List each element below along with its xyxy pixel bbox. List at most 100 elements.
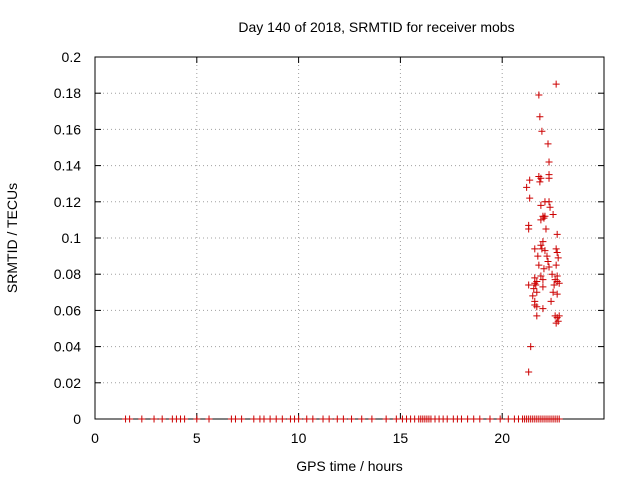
y-tick-label: 0.02 xyxy=(54,375,81,391)
data-point xyxy=(548,270,556,278)
data-point xyxy=(552,245,560,253)
data-point xyxy=(358,415,366,423)
y-tick-label: 0.12 xyxy=(54,194,81,210)
y-tick-label: 0.16 xyxy=(54,121,81,137)
y-axis-label: SRMTID / TECUs xyxy=(4,183,20,293)
data-point xyxy=(486,415,494,423)
data-point xyxy=(553,248,561,256)
data-point xyxy=(539,276,547,284)
data-point xyxy=(250,415,258,423)
data-point xyxy=(537,241,545,249)
data-point xyxy=(533,312,541,320)
data-point xyxy=(531,245,539,253)
data-point xyxy=(532,281,540,289)
data-point xyxy=(545,158,553,166)
data-point xyxy=(526,176,534,184)
data-point xyxy=(530,285,538,293)
data-point xyxy=(339,415,347,423)
x-axis: 0 5 10 15 20 xyxy=(91,57,605,446)
x-tick-label: 10 xyxy=(291,430,307,446)
x-tick-label: 20 xyxy=(494,430,510,446)
data-point xyxy=(541,247,549,255)
data-point xyxy=(537,216,545,224)
x-axis-label: GPS time / hours xyxy=(296,458,403,474)
data-point xyxy=(544,140,552,148)
data-point xyxy=(392,415,400,423)
data-point xyxy=(553,230,561,238)
data-point xyxy=(525,225,533,233)
data-point xyxy=(549,210,557,218)
data-point xyxy=(536,113,544,121)
x-tick-label: 0 xyxy=(91,430,99,446)
data-point xyxy=(542,225,550,233)
chart-title: Day 140 of 2018, SRMTID for receiver mob… xyxy=(238,19,514,35)
data-point xyxy=(552,261,560,269)
data-point xyxy=(470,415,478,423)
data-point xyxy=(525,368,533,376)
y-tick-label: 0.18 xyxy=(54,85,81,101)
data-point xyxy=(549,288,557,296)
data-point xyxy=(541,212,549,220)
data-point xyxy=(539,238,547,246)
data-point xyxy=(538,245,546,253)
data-point xyxy=(368,415,376,423)
data-point xyxy=(531,279,539,287)
data-point xyxy=(552,80,560,88)
data-point xyxy=(238,415,246,423)
data-point xyxy=(525,281,533,289)
data-point xyxy=(348,415,356,423)
data-point xyxy=(205,415,213,423)
data-point xyxy=(504,415,512,423)
x-tick-label: 15 xyxy=(393,430,409,446)
data-point xyxy=(126,415,134,423)
data-point xyxy=(138,415,146,423)
data-point xyxy=(333,415,341,423)
data-point xyxy=(545,174,553,182)
data-point xyxy=(537,272,545,280)
data-point xyxy=(533,303,541,311)
data-point xyxy=(295,415,303,423)
data-point xyxy=(552,319,560,327)
data-point xyxy=(193,415,201,423)
data-point xyxy=(540,214,548,222)
data-point xyxy=(553,290,561,298)
data-point xyxy=(543,252,551,260)
data-point xyxy=(260,415,268,423)
data-point xyxy=(537,174,545,182)
y-tick-label: 0.2 xyxy=(62,49,82,65)
data-point xyxy=(545,198,553,206)
data-point xyxy=(382,415,390,423)
data-point xyxy=(545,263,553,271)
data-point xyxy=(540,265,548,273)
data-point xyxy=(526,194,534,202)
y-tick-label: 0 xyxy=(73,411,81,427)
y-tick-label: 0.06 xyxy=(54,302,81,318)
data-point xyxy=(150,415,158,423)
data-point xyxy=(539,305,547,313)
data-point xyxy=(158,415,166,423)
data-point xyxy=(496,415,504,423)
data-point xyxy=(523,183,531,191)
data-point xyxy=(546,203,554,211)
data-point xyxy=(547,297,555,305)
data-point xyxy=(529,292,537,300)
data-point xyxy=(231,415,239,423)
data-point xyxy=(555,312,563,320)
data-point xyxy=(303,415,311,423)
data-point xyxy=(457,415,465,423)
data-point xyxy=(535,261,543,269)
data-point xyxy=(555,279,563,287)
data-point xyxy=(443,415,451,423)
data-point xyxy=(534,252,542,260)
y-tick-label: 0.1 xyxy=(62,230,82,246)
data-point xyxy=(554,254,562,262)
data-point xyxy=(536,178,544,186)
data-point xyxy=(272,415,280,423)
data-point xyxy=(537,201,545,209)
x-tick-label: 5 xyxy=(193,430,201,446)
data-point xyxy=(181,415,189,423)
data-point xyxy=(278,415,286,423)
y-axis: 0 0.02 0.04 0.06 0.08 0.1 0.12 0.14 0.16 0.18 0.2 xyxy=(54,49,604,427)
data-point xyxy=(539,283,547,291)
data-point xyxy=(538,127,546,135)
